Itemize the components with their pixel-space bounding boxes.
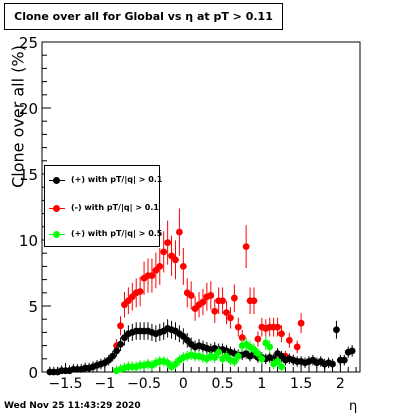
x-tick-label: 0.5	[211, 376, 233, 392]
data-point	[113, 347, 120, 355]
x-tick-label: 0	[179, 376, 188, 392]
series-layer	[46, 208, 356, 376]
data-point	[297, 319, 305, 327]
y-tick-label: 20	[19, 100, 38, 118]
data-point	[148, 272, 156, 280]
series-2	[113, 335, 285, 375]
data-point	[234, 352, 242, 360]
data-point	[340, 356, 348, 364]
data-point	[117, 340, 124, 348]
legend: (+) with pT/|q| > 0.1 (-) with pT/|q| > …	[44, 165, 163, 247]
legend-item-plus-05: (+) with pT/|q| > 0.5	[45, 228, 163, 242]
data-point	[348, 347, 356, 355]
data-point	[278, 330, 285, 338]
data-point	[215, 348, 223, 356]
data-point	[285, 336, 293, 344]
data-point	[211, 354, 219, 361]
x-tick-label: −0.5	[127, 376, 161, 392]
data-point	[164, 239, 172, 247]
legend-marker	[53, 205, 60, 212]
data-point	[227, 314, 234, 322]
data-point	[172, 256, 179, 264]
data-point	[230, 358, 238, 365]
x-tick-label: 1.5	[290, 376, 312, 392]
data-point	[109, 352, 117, 360]
data-point	[293, 343, 301, 351]
x-axis-label: η	[349, 399, 358, 414]
y-tick-label: 25	[19, 34, 38, 52]
data-point	[223, 309, 230, 316]
data-point	[234, 323, 242, 331]
data-point	[199, 298, 207, 306]
data-point	[219, 297, 226, 305]
data-point	[136, 288, 144, 295]
legend-marker	[53, 231, 60, 238]
legend-marker	[53, 177, 60, 184]
data-point	[160, 248, 168, 256]
plot-frame	[41, 41, 361, 373]
data-point	[230, 294, 238, 302]
y-tick-label: 15	[19, 166, 38, 184]
data-point	[278, 363, 285, 371]
data-point	[266, 343, 274, 351]
y-axis-label: Clone over all (%)	[8, 45, 28, 188]
x-tick-label: −1.5	[49, 376, 83, 392]
legend-item-plus-01: (+) with pT/|q| > 0.1	[45, 174, 163, 188]
chart-title: Clone over all for Global vs η at pT > 0…	[4, 3, 283, 30]
data-point	[254, 350, 262, 357]
data-point	[242, 243, 250, 251]
data-point	[211, 307, 219, 315]
data-point	[176, 228, 183, 236]
legend-label: (+) with pT/|q| > 0.5	[71, 229, 163, 238]
data-point	[274, 358, 281, 365]
y-tick-label: 10	[19, 232, 38, 250]
data-point	[329, 360, 336, 368]
y-tick-label: 0	[28, 364, 38, 382]
x-tick-label: 2	[336, 376, 345, 392]
legend-label: (-) with pT/|q| > 0.1	[71, 203, 159, 212]
legend-label: (+) with pT/|q| > 0.1	[71, 175, 163, 184]
data-point	[179, 263, 187, 270]
x-tick-label: −1	[94, 376, 115, 392]
data-point	[274, 323, 281, 331]
series-0	[46, 319, 356, 376]
y-tick-label: 5	[28, 298, 38, 316]
data-point	[250, 297, 258, 305]
data-point	[258, 355, 266, 363]
timestamp: Wed Nov 25 11:43:29 2020	[4, 401, 141, 411]
data-point	[187, 292, 195, 299]
data-point	[117, 322, 124, 330]
data-point	[207, 292, 215, 299]
data-point	[254, 335, 262, 343]
x-tick-label: 1	[257, 376, 266, 392]
data-point	[238, 334, 246, 342]
data-point	[333, 326, 340, 334]
legend-item-minus-01: (-) with pT/|q| > 0.1	[45, 202, 161, 216]
data-point	[156, 263, 164, 270]
